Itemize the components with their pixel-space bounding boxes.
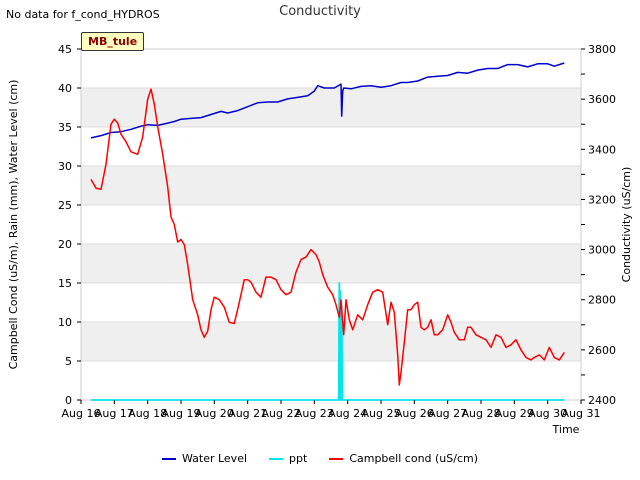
left-tick-label: 35 [58, 121, 72, 134]
x-tick-label: Aug 21 [228, 407, 267, 420]
y2-axis-label: Conductivity (uS/cm) [620, 167, 633, 283]
right-tick-label: 2800 [588, 294, 616, 307]
band [81, 244, 581, 283]
x-tick-label: Aug 17 [95, 407, 134, 420]
x-tick-label: Aug 25 [362, 407, 401, 420]
left-tick-label: 25 [58, 199, 72, 212]
x-tick-label: Aug 28 [462, 407, 501, 420]
left-tick-label: 40 [58, 82, 72, 95]
chart-title: Conductivity [279, 4, 361, 19]
right-tick-label: 3600 [588, 93, 616, 106]
legend-item-water-level: Water Level [161, 452, 248, 465]
series-line-campbell-cond [90, 88, 565, 386]
x-tick-label: Aug 29 [495, 407, 534, 420]
left-tick-label: 30 [58, 160, 72, 173]
x-tick-label: Aug 19 [162, 407, 201, 420]
series-line-water-level [90, 62, 565, 139]
series-line-ppt [91, 282, 565, 401]
left-tick-label: 0 [65, 394, 72, 407]
band [81, 322, 581, 361]
band [81, 88, 581, 127]
left-tick-label: 15 [58, 277, 72, 290]
x-tick-label: Aug 20 [195, 407, 234, 420]
legend-swatch-campbell-cond [329, 457, 344, 460]
x-tick-label: Aug 24 [328, 407, 367, 420]
no-data-note: No data for f_cond_HYDROS [6, 8, 160, 21]
legend-label-water-level: Water Level [181, 452, 248, 465]
x-tick-label: Aug 22 [262, 407, 301, 420]
legend-swatch-ppt [269, 457, 284, 460]
legend-swatch-water-level [161, 457, 176, 460]
x-tick-label: Aug 16 [62, 407, 101, 420]
right-tick-label: 3800 [588, 43, 616, 56]
left-tick-label: 20 [58, 238, 72, 251]
x-axis-label: Time [552, 423, 580, 436]
legend-label-campbell-cond: Campbell cond (uS/cm) [349, 452, 479, 465]
left-tick-label: 45 [58, 43, 72, 56]
right-axis-ticks: 2400 2600 2800 3000 3200 3400 3600 3800 [581, 43, 616, 407]
x-tick-label: Aug 26 [395, 407, 434, 420]
site-badge: MB_tule [81, 32, 145, 51]
background-bands [81, 88, 581, 361]
legend-item-campbell-cond: Campbell cond (uS/cm) [329, 452, 478, 465]
x-tick-label: Aug 30 [528, 407, 567, 420]
left-tick-label: 10 [58, 316, 72, 329]
band [81, 166, 581, 205]
right-tick-label: 3200 [588, 193, 616, 206]
left-tick-label: 5 [65, 355, 72, 368]
series-layer [90, 62, 565, 401]
right-tick-label: 3000 [588, 244, 616, 257]
right-tick-label: 2600 [588, 344, 616, 357]
x-tick-label: Aug 18 [128, 407, 167, 420]
legend: Water Level ppt Campbell cond (uS/cm) [0, 452, 640, 465]
x-tick-label: Aug 27 [428, 407, 467, 420]
legend-label-ppt: ppt [289, 452, 308, 465]
legend-item-ppt: ppt [269, 452, 307, 465]
right-tick-label: 2400 [588, 394, 616, 407]
x-tick-label: Aug 31 [562, 407, 601, 420]
right-tick-label: 3400 [588, 143, 616, 156]
x-tick-label: Aug 23 [295, 407, 334, 420]
left-axis-ticks: 0 5 10 15 20 25 30 35 40 45 [58, 43, 81, 407]
y-axis-label: Campbell Cond (uS/m), Rain (mm), Water L… [7, 80, 20, 370]
